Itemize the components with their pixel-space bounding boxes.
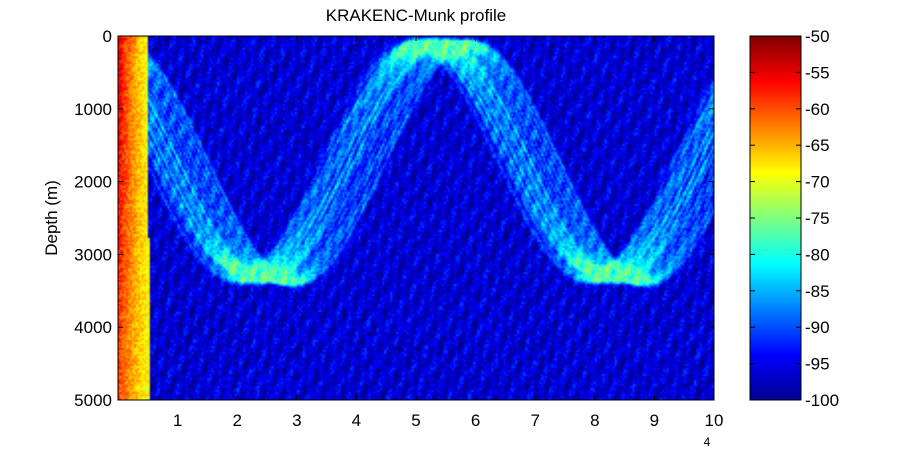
x-tick-label: 10 — [705, 411, 724, 430]
colorbar-gradient — [749, 35, 802, 401]
colorbar-ticks: -50 -55 -60 -65 -70 -75 -80 -85 -90 -95 -100 — [750, 27, 839, 410]
x-tick-label: 9 — [650, 411, 659, 430]
x-tick-label: 4 — [352, 411, 361, 430]
colorbar-tick-label: -95 — [805, 355, 830, 374]
x-tick-label: 2 — [232, 411, 241, 430]
colorbar-tick-label: -60 — [805, 100, 830, 119]
x-tick-label: 6 — [471, 411, 480, 430]
x-tick-label: 5 — [411, 411, 420, 430]
y-axis-label: Depth (m) — [42, 180, 61, 256]
colorbar-tick-label: -80 — [805, 245, 830, 264]
x-tick-label: 8 — [590, 411, 599, 430]
colorbar-tick-label: -70 — [805, 173, 830, 192]
y-axis: 0 1000 2000 3000 4000 5000 — [74, 27, 714, 410]
colorbar-tick-label: -65 — [805, 136, 830, 155]
x-axis: 1 2 3 4 5 6 7 8 9 10 — [173, 36, 724, 430]
plot-area — [117, 35, 715, 401]
y-tick-label: 4000 — [74, 318, 112, 337]
x-tick-label: 7 — [530, 411, 539, 430]
colorbar-tick-label: -100 — [805, 391, 839, 410]
heatmap-image — [118, 36, 714, 400]
y-tick-label: 2000 — [74, 173, 112, 192]
y-tick-label: 3000 — [74, 245, 112, 264]
x-axis-multiplier: 4 — [704, 435, 711, 449]
y-tick-label: 0 — [103, 27, 112, 46]
colorbar: -50 -55 -60 -65 -70 -75 -80 -85 -90 -95 -100 — [749, 27, 839, 410]
colorbar-tick-label: -90 — [805, 318, 830, 337]
x-tick-label: 3 — [292, 411, 301, 430]
y-tick-label: 5000 — [74, 391, 112, 410]
y-tick-label: 1000 — [74, 100, 112, 119]
chart-title: KRAKENC-Munk profile — [326, 6, 506, 25]
colorbar-tick-label: -75 — [805, 209, 830, 228]
colorbar-tick-label: -55 — [805, 63, 830, 82]
x-tick-label: 1 — [173, 411, 182, 430]
colorbar-tick-label: -85 — [805, 282, 830, 301]
colorbar-tick-label: -50 — [805, 27, 830, 46]
